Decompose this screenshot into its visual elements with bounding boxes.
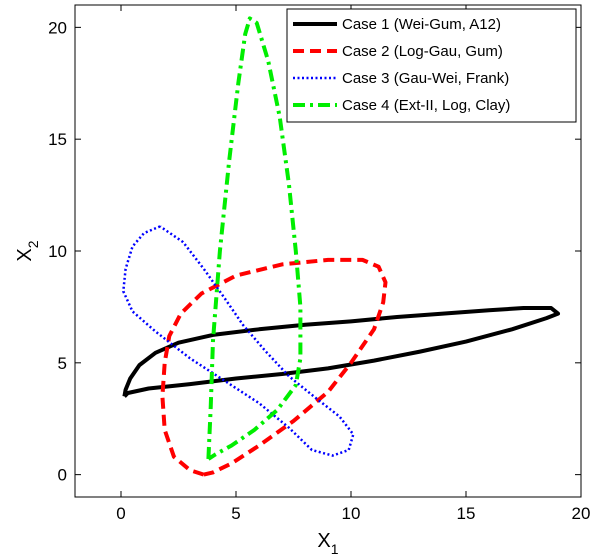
y-axis-label: X2 xyxy=(14,240,41,261)
legend-label: Case 4 (Ext-II, Log, Clay) xyxy=(342,97,510,114)
legend-label: Case 2 (Log-Gau, Gum) xyxy=(342,43,503,60)
x-tick-label: 0 xyxy=(116,504,125,523)
legend-label: Case 1 (Wei-Gum, A12) xyxy=(342,16,501,33)
y-tick-label: 10 xyxy=(48,242,67,261)
series-line-case-3 xyxy=(122,225,355,457)
y-tick-label: 0 xyxy=(58,466,67,485)
x-tick-label: 5 xyxy=(231,504,240,523)
chart-curves xyxy=(122,16,560,477)
axis-ticks: 0 5 10 15 20 0 5 10 15 20 xyxy=(48,5,590,523)
x-tick-label: 10 xyxy=(342,504,361,523)
y-tick-label: 15 xyxy=(48,130,67,149)
x-axis-label: X1 xyxy=(317,530,338,554)
legend: Case 1 (Wei-Gum, A12) Case 2 (Log-Gau, Gu… xyxy=(286,8,577,123)
series-line-case-2 xyxy=(160,257,388,477)
series-line-case-4 xyxy=(206,16,303,461)
series-line-case-1 xyxy=(122,306,560,398)
y-tick-label: 20 xyxy=(48,18,67,37)
legend-label: Case 3 (Gau-Wei, Frank) xyxy=(342,70,509,87)
x-tick-label: 20 xyxy=(572,504,591,523)
y-tick-label: 5 xyxy=(58,354,67,373)
x-tick-label: 15 xyxy=(457,504,476,523)
